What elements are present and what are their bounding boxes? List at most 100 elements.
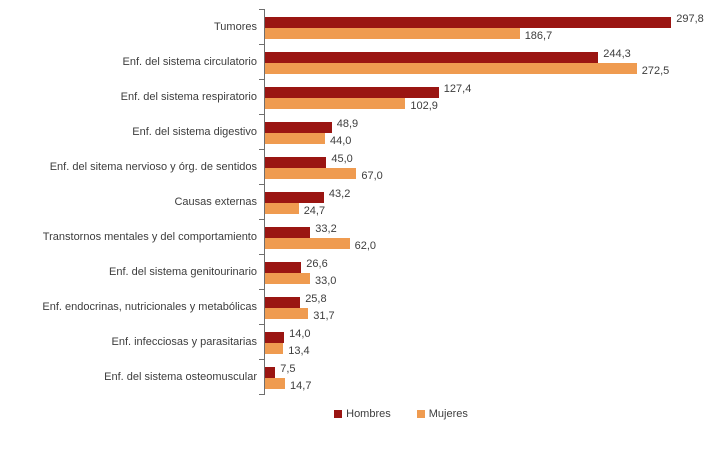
bar-group: 33,2 62,0	[259, 219, 722, 255]
value-label-mujeres: 31,7	[313, 310, 335, 322]
bar-mujeres	[265, 342, 284, 354]
bar-mujeres	[265, 202, 299, 214]
bar-group: 25,8 31,7	[259, 289, 722, 325]
value-label-hombres: 26,6	[306, 258, 328, 270]
bar-line: 14,7	[265, 377, 722, 392]
category-label: Enf. del sistema digestivo	[132, 126, 257, 139]
bar-hombres	[265, 191, 324, 203]
chart-rows: Tumores 297,8 186,7 Enf. del sistema circul…	[0, 9, 722, 395]
bar-hombres	[265, 226, 311, 238]
bar-line: 102,9	[265, 97, 722, 112]
bar-line: 26,6	[265, 258, 722, 273]
category-label: Causas externas	[174, 196, 257, 209]
bar-line: 297,8	[265, 13, 722, 28]
category-label: Enf. del sistema respiratorio	[120, 91, 257, 104]
chart-row: Enf. infecciosas y parasitarias 14,0 13,4	[0, 324, 722, 360]
bar-group: 297,8 186,7	[259, 9, 722, 45]
bar-mujeres	[265, 27, 520, 39]
bar-line: 33,0	[265, 272, 722, 287]
value-label-mujeres: 272,5	[641, 65, 670, 77]
bar-line: 272,5	[265, 62, 722, 77]
value-label-hombres: 45,0	[331, 153, 353, 165]
category-label: Enf. del sitema nervioso y órg. de senti…	[49, 161, 257, 174]
value-label-mujeres: 24,7	[303, 205, 326, 217]
category-label: Tumores	[214, 21, 257, 34]
bar-mujeres	[265, 132, 326, 144]
bar-group: 14,0 13,4	[259, 324, 722, 360]
bar-line: 13,4	[265, 342, 722, 357]
value-label-hombres: 297,8	[676, 13, 704, 25]
value-label-hombres: 14,0	[289, 328, 311, 340]
bar-hombres	[265, 121, 332, 133]
value-label-hombres: 48,9	[336, 118, 359, 130]
chart-row: Enf. del sistema digestivo 48,9 44,0	[0, 114, 722, 150]
legend: Hombres Mujeres	[40, 408, 722, 420]
bar-mujeres	[265, 307, 309, 319]
chart-row: Enf. del sistema respiratorio 127,4 102,9	[0, 79, 722, 115]
bar-line: 7,5	[265, 363, 722, 378]
bar-group: 244,3 272,5	[259, 44, 722, 80]
legend-swatch-icon	[334, 410, 343, 418]
bar-hombres	[265, 261, 302, 273]
chart-row: Enf. del sitema nervioso y órg. de senti…	[0, 149, 722, 185]
chart-row: Enf. del sistema circulatorio 244,3 272,5	[0, 44, 722, 80]
value-label-hombres: 43,2	[328, 188, 351, 200]
bar-group: 7,5 14,7	[259, 359, 722, 395]
category-label: Enf. del sistema osteomuscular	[104, 371, 257, 384]
bar-line: 43,2	[265, 188, 722, 203]
value-label-hombres: 33,2	[315, 223, 337, 235]
value-label-hombres: 244,3	[603, 48, 631, 60]
category-label: Enf. del sistema genitourinario	[109, 266, 257, 279]
chart-row: Tumores 297,8 186,7	[0, 9, 722, 45]
bar-group: 48,9 44,0	[259, 114, 722, 150]
category-label: Transtornos mentales y del comportamient…	[42, 231, 257, 244]
value-label-mujeres: 13,4	[288, 345, 310, 357]
bar-group: 45,0 67,0	[259, 149, 722, 185]
bar-line: 44,0	[265, 132, 722, 147]
bar-line: 31,7	[265, 307, 722, 322]
value-label-hombres: 25,8	[305, 293, 327, 305]
bar-hombres	[265, 296, 301, 308]
value-label-mujeres: 67,0	[361, 170, 383, 182]
bar-line: 45,0	[265, 153, 722, 168]
chart-row: Enf. del sistema genitourinario 26,6 33,0	[0, 254, 722, 290]
chart-row: Transtornos mentales y del comportamient…	[0, 219, 722, 255]
bar-line: 48,9	[265, 118, 722, 133]
category-label: Enf. endocrinas, nutricionales y metaból…	[42, 301, 257, 314]
value-label-hombres: 127,4	[443, 83, 472, 95]
legend-label: Hombres	[346, 408, 391, 420]
bar-line: 62,0	[265, 237, 722, 252]
bar-line: 14,0	[265, 328, 722, 343]
value-label-mujeres: 14,7	[290, 380, 312, 392]
bar-mujeres	[265, 62, 637, 74]
bar-hombres	[265, 156, 327, 168]
legend-item-hombres: Hombres	[334, 408, 391, 420]
value-label-mujeres: 33,0	[315, 275, 337, 287]
value-label-mujeres: 44,0	[330, 135, 352, 147]
bar-hombres	[265, 86, 439, 98]
bar-hombres	[265, 16, 672, 28]
legend-label: Mujeres	[428, 408, 468, 420]
category-label: Enf. infecciosas y parasitarias	[111, 336, 257, 349]
bar-mujeres	[265, 237, 350, 249]
bar-hombres	[265, 51, 599, 63]
chart-row: Enf. del sistema osteomuscular 7,5 14,7	[0, 359, 722, 395]
bar-line: 25,8	[265, 293, 722, 308]
bar-mujeres	[265, 272, 311, 284]
bar-mujeres	[265, 167, 357, 179]
bar-group: 43,2 24,7	[259, 184, 722, 220]
bar-line: 186,7	[265, 27, 722, 42]
bar-line: 24,7	[265, 202, 722, 217]
bar-line: 127,4	[265, 83, 722, 98]
legend-item-mujeres: Mujeres	[416, 408, 468, 420]
legend-swatch-icon	[416, 410, 425, 418]
bar-line: 33,2	[265, 223, 722, 238]
bar-group: 26,6 33,0	[259, 254, 722, 290]
bar-line: 244,3	[265, 48, 722, 63]
bar-line: 67,0	[265, 167, 722, 182]
value-label-mujeres: 102,9	[410, 100, 438, 112]
bar-group: 127,4 102,9	[259, 79, 722, 115]
bar-mujeres	[265, 97, 406, 109]
value-label-hombres: 7,5	[280, 363, 296, 375]
